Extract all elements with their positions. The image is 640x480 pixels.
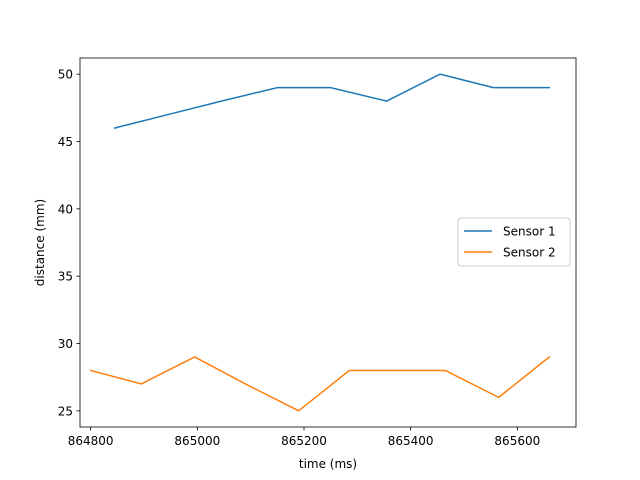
y-tick-label: 50 (58, 68, 73, 82)
series-line-sensor-2 (89, 355, 551, 412)
x-tick-label: 864800 (68, 434, 114, 448)
y-tick-label: 30 (58, 337, 73, 351)
y-tick-label: 40 (58, 202, 73, 216)
y-axis-ticks: 25 30 35 40 45 50 (58, 68, 80, 418)
x-axis-label: time (ms) (299, 457, 357, 471)
legend-box (457, 217, 571, 267)
series-layer (89, 73, 551, 412)
y-tick-label: 35 (58, 270, 73, 284)
y-tick-label: 45 (58, 135, 73, 149)
x-tick-label: 865400 (388, 434, 434, 448)
x-tick-label: 865200 (281, 434, 327, 448)
plot-frame (79, 57, 577, 428)
x-tick-label: 865600 (494, 434, 540, 448)
x-axis-ticks: 864800 865000 865200 865400 865600 (68, 427, 540, 448)
legend-label-sensor-1: Sensor 1 (503, 225, 556, 239)
legend-label-sensor-2: Sensor 2 (503, 246, 556, 260)
x-tick-label: 865000 (174, 434, 220, 448)
legend: Sensor 1 Sensor 2 (457, 217, 571, 267)
y-axis-label: distance (mm) (33, 199, 47, 286)
y-tick-label: 25 (58, 404, 73, 418)
series-line-sensor-1 (113, 73, 551, 129)
